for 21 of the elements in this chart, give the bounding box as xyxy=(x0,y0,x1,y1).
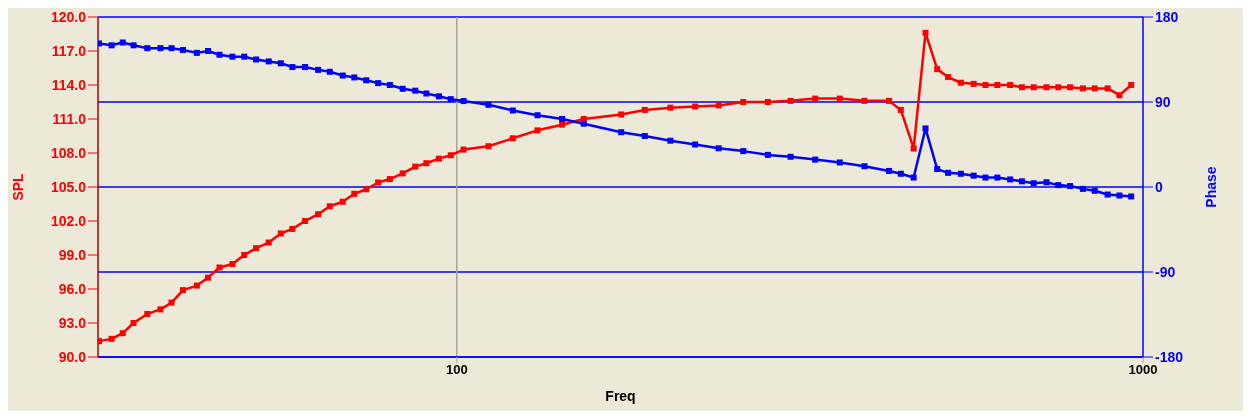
y-tick-label: 117.0 xyxy=(51,42,87,59)
y-axis-title: SPL xyxy=(9,172,26,201)
y2-tick-label: -180 xyxy=(1155,348,1184,365)
y2-tick-label: -90 xyxy=(1155,263,1176,280)
y-tick-label: 105.0 xyxy=(50,178,87,195)
y2-tick-label: 180 xyxy=(1155,8,1179,25)
y-tick-label: 99.0 xyxy=(58,246,87,263)
x-axis-title: Freq xyxy=(605,388,636,404)
y2-tick-label: 0 xyxy=(1155,178,1163,195)
y-tick-label: 108.0 xyxy=(50,144,87,161)
y2-axis-title: Phase xyxy=(1202,166,1219,208)
x-tick-label: 1000 xyxy=(1128,362,1158,378)
y-tick-label: 93.0 xyxy=(58,314,87,331)
y-tick-label: 90.0 xyxy=(58,348,87,365)
y-tick-label: 102.0 xyxy=(50,212,87,229)
y2-tick-label: 90 xyxy=(1155,93,1171,110)
x-tick-label: 100 xyxy=(445,362,468,378)
y-tick-label: 120.0 xyxy=(50,8,87,25)
y-tick-label: 114.0 xyxy=(51,76,87,93)
y-tick-label: 96.0 xyxy=(58,280,87,297)
y-tick-label: 111.0 xyxy=(52,110,87,127)
